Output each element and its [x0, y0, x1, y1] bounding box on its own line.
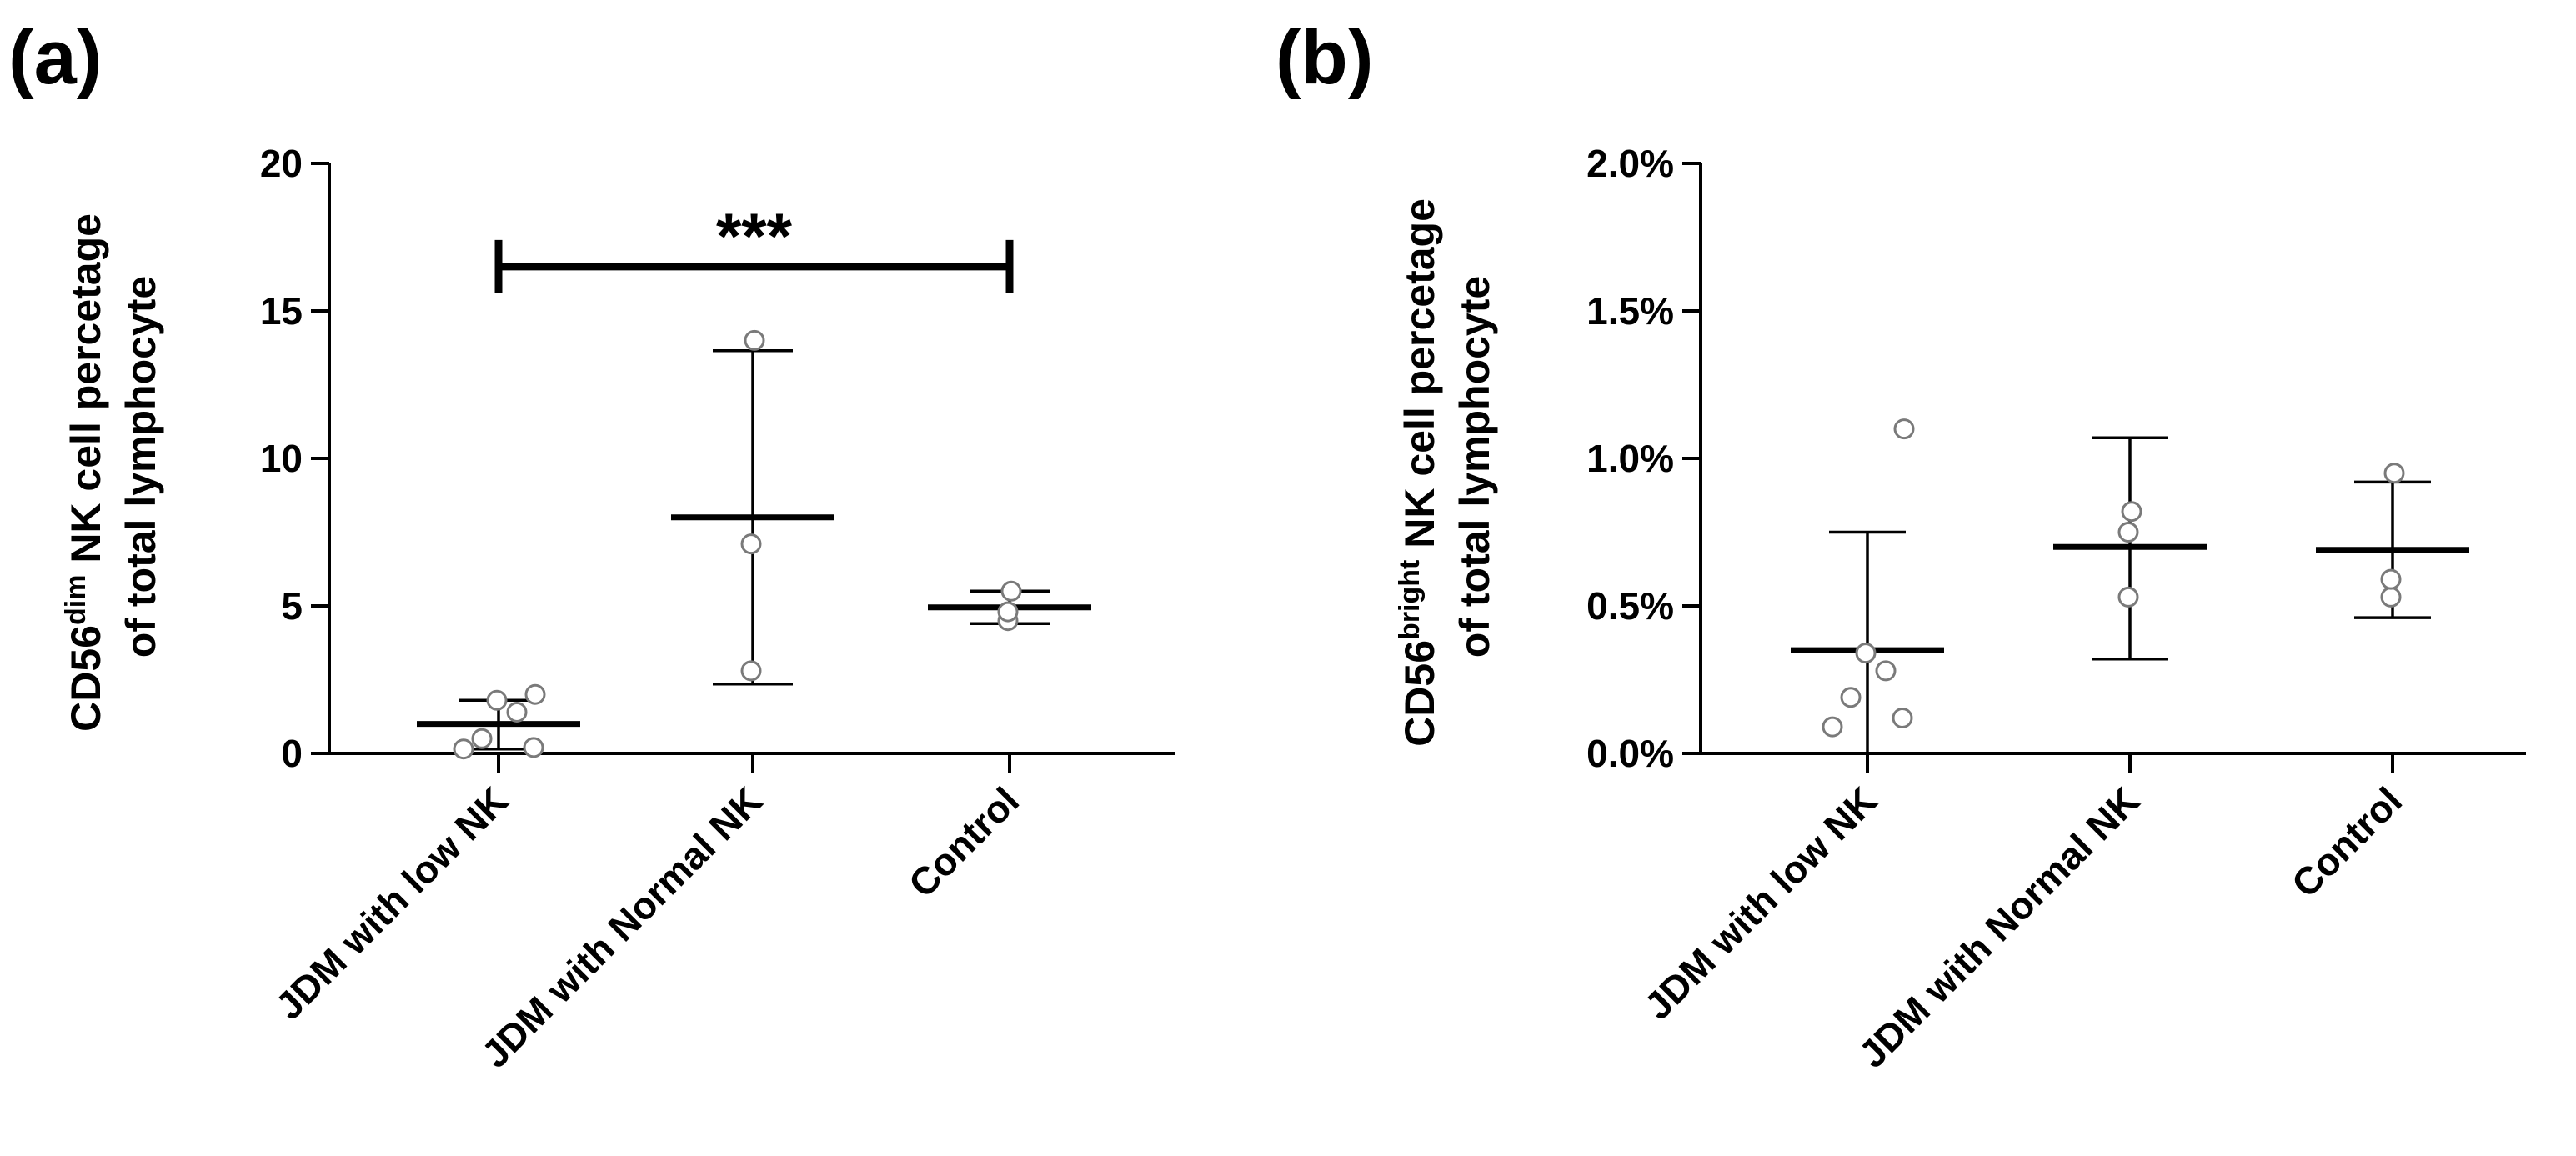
panel-b-y-axis-title-superscript: bright	[1394, 560, 1426, 640]
panel-a-data-point	[1000, 580, 1022, 602]
panel-a-y-tick-label: 0	[281, 732, 303, 775]
panel-a-data-point	[740, 533, 762, 555]
panel-a-y-axis-title-rest: NK cell percetage	[63, 213, 109, 575]
panel-b-x-tick-label: Control	[2283, 778, 2410, 905]
panel-a-data-point	[506, 701, 528, 723]
panel-b-data-point	[1892, 708, 1913, 729]
panel-b-x-tick-label: JDM with Normal NK	[1850, 778, 2148, 1076]
panel-a-data-point	[523, 737, 544, 758]
panel-b-data-point	[2117, 522, 2139, 543]
panel-b-data-point	[1822, 716, 1843, 738]
panel-a-y-tick-label: 15	[260, 289, 303, 333]
panel-b-data-point	[1840, 687, 1862, 708]
panel-b-y-axis-title-main: CD56	[1396, 640, 1443, 747]
panel-b-y-tick-label: 2.0%	[1586, 142, 1674, 185]
panel-b-y-tick-label: 1.5%	[1586, 289, 1674, 333]
panel-a-data-point	[740, 660, 762, 682]
panel-a-x-tick-label: JDM with Normal NK	[473, 778, 770, 1076]
panel-b-x-tick-label: JDM with low NK	[1636, 778, 1885, 1028]
panel-a-y-axis-title-line2: of total lymphocyte	[118, 276, 164, 658]
panel-b-y-axis-title-rest: NK cell percetage	[1396, 198, 1443, 560]
panel-a-y-tick-label: 5	[281, 584, 303, 628]
panel-b-data-point	[2383, 463, 2405, 484]
panel-a-label: (a)	[8, 15, 102, 100]
panel-a: (a) CD56dim NK cell percetage of total l…	[8, 15, 1175, 1076]
panel-a-data-point	[524, 683, 546, 705]
panel-b-data-point	[2380, 568, 2402, 590]
panel-b-y-axis-title-line2: of total lymphocyte	[1451, 276, 1498, 658]
panel-b-data-point	[1875, 660, 1897, 682]
panel-a-y-axis-title-superscript: dim	[60, 575, 92, 625]
panel-b-data-point	[2117, 586, 2139, 608]
panel-b-y-tick-label: 1.0%	[1586, 437, 1674, 480]
panel-a-data-point	[453, 738, 474, 760]
panel-a-data-point	[486, 689, 508, 711]
panel-b-data-point	[2380, 586, 2402, 608]
panel-a-y-tick-label: 20	[260, 142, 303, 185]
panel-b-data-point	[2121, 501, 2142, 523]
panel-b-data-point	[1855, 643, 1877, 664]
panel-b: (b) CD56bright NK cell percetage of tota…	[1275, 15, 2526, 1076]
panel-a-y-tick-label: 10	[260, 437, 303, 480]
panel-a-data-point	[471, 728, 493, 749]
panel-a-x-tick-label: Control	[900, 778, 1027, 905]
panel-a-significance-label: ***	[716, 199, 793, 273]
panel-b-y-tick-label: 0.0%	[1586, 732, 1674, 775]
panel-b-label: (b)	[1275, 15, 1373, 100]
panel-a-y-axis-title-main: CD56	[63, 625, 109, 732]
panel-b-data-point	[1893, 418, 1915, 440]
panel-b-y-axis-title: CD56bright NK cell percetage of total ly…	[1394, 187, 1498, 747]
panel-a-x-tick-label: JDM with low NK	[267, 778, 516, 1028]
panel-a-y-axis-title: CD56dim NK cell percetage of total lymph…	[60, 202, 164, 732]
panel-b-y-tick-label: 0.5%	[1586, 584, 1674, 628]
panel-a-data-point	[744, 329, 765, 351]
panel-a-data-point	[997, 601, 1019, 623]
